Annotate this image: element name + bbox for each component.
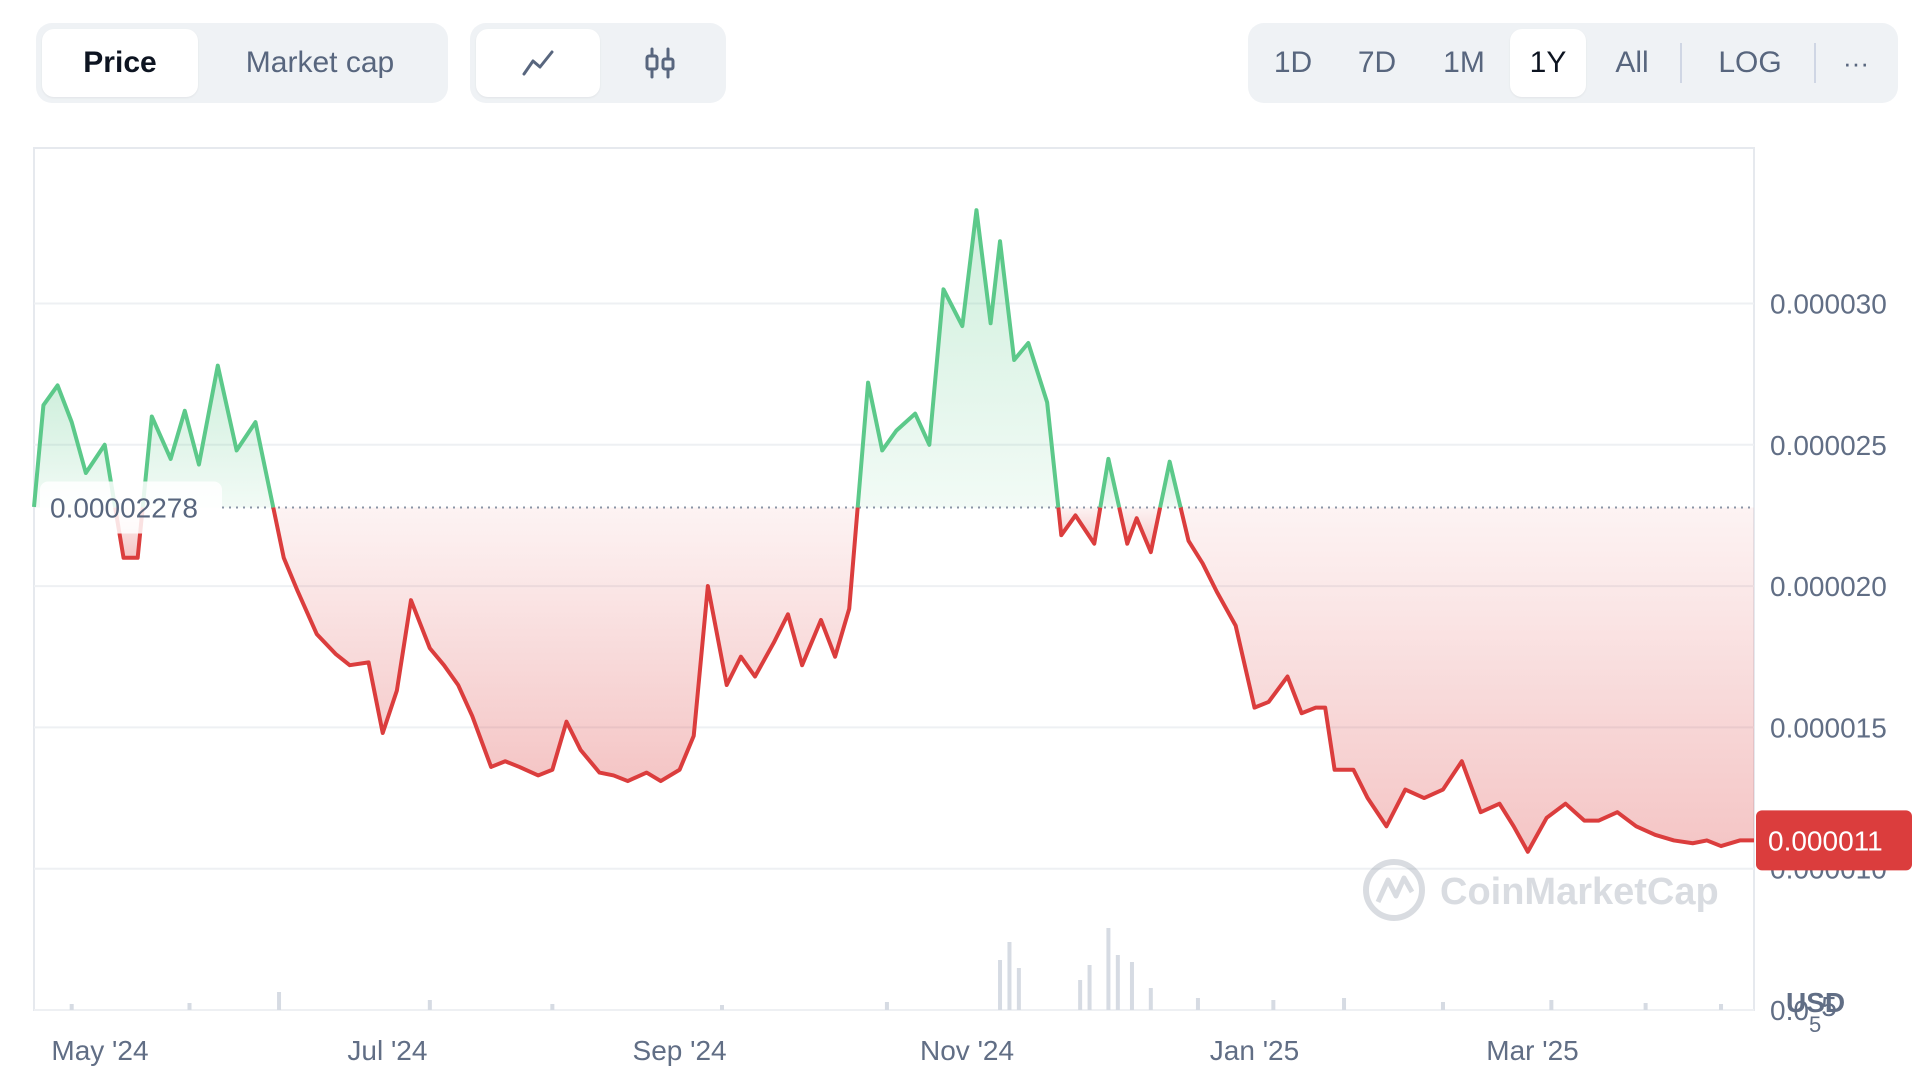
line-above-baseline (140, 363, 276, 508)
line-above-baseline (32, 383, 118, 508)
metric-toggle: Price Market cap (36, 23, 448, 103)
volume-bar (1087, 965, 1092, 1010)
volume-bar (1148, 988, 1153, 1010)
line-below-baseline (1117, 507, 1163, 555)
currency-unit-label: USD (1786, 987, 1845, 1018)
price-area (34, 210, 1754, 852)
line-below-baseline (271, 507, 860, 784)
volume-bar (277, 992, 282, 1010)
volume-bar (69, 1004, 74, 1010)
area-above-baseline (142, 365, 274, 508)
watermark: CoinMarketCap (1363, 859, 1719, 921)
area-below-baseline (1119, 507, 1161, 553)
volume-bar (1549, 1000, 1554, 1010)
volume-bar (720, 1005, 724, 1010)
tab-market-cap[interactable]: Market cap (245, 46, 395, 79)
x-tick-label: Sep '24 (633, 1035, 727, 1066)
coinmarketcap-logo-icon (1363, 859, 1425, 921)
line-below-baseline (1056, 507, 1103, 546)
volume-bar (1115, 955, 1120, 1010)
tab-price[interactable]: Price (42, 29, 198, 97)
volume-bar (1007, 942, 1012, 1010)
volume-bar (550, 1004, 555, 1010)
baseline-badge: 0.00002278 (40, 481, 222, 534)
volume-bar (1016, 968, 1021, 1010)
line-chart-button[interactable] (476, 29, 600, 97)
volume-bar (1643, 1003, 1648, 1010)
line-above-baseline (1098, 456, 1122, 508)
current-price-label: 0.000011 (1768, 825, 1883, 856)
x-tick-label: Jan '25 (1210, 1035, 1299, 1066)
candlestick-icon (645, 47, 675, 79)
volume-bar (1195, 998, 1200, 1010)
volume-bar (1078, 980, 1083, 1010)
area-above-baseline (857, 210, 1059, 508)
area-below-baseline (273, 507, 858, 782)
range-1m[interactable]: 1M (1443, 46, 1485, 79)
range-7d[interactable]: 7D (1357, 46, 1397, 79)
volume-bar (1342, 998, 1347, 1010)
volume-bar (1719, 1004, 1724, 1010)
baseline-label: 0.00002278 (50, 492, 198, 523)
log-scale-toggle[interactable]: LOG (1718, 46, 1782, 79)
candlestick-button[interactable] (600, 29, 720, 97)
chart-type-toggle (470, 23, 726, 103)
area-above-baseline (1160, 461, 1181, 508)
line-below-baseline (1178, 507, 1754, 854)
volume-bar (187, 1003, 192, 1010)
log-divider (1814, 43, 1816, 83)
area-above-baseline (34, 385, 116, 508)
x-axis: May '24 Jul '24 Sep '24 Nov '24 Jan '25 Mar '… (51, 1035, 1578, 1066)
y-tick-label: 0.000015 (1770, 712, 1887, 743)
price-line (32, 208, 1754, 854)
y-tick-label: 0.000025 (1770, 430, 1887, 461)
line-above-baseline (1158, 459, 1183, 508)
volume-bar (1440, 1002, 1445, 1010)
line-above-baseline (855, 208, 1061, 508)
volume-bar (427, 1000, 432, 1010)
volume-bar (1106, 928, 1111, 1010)
x-tick-label: May '24 (51, 1035, 148, 1066)
range-1y[interactable]: 1Y (1510, 29, 1586, 97)
x-tick-label: Nov '24 (920, 1035, 1014, 1066)
range-divider (1680, 43, 1682, 83)
current-price-badge: 0.000011 (1756, 810, 1912, 871)
range-all[interactable]: All (1615, 46, 1649, 79)
y-axis: 0.0000300.0000250.0000200.0000150.000010… (1770, 288, 1887, 1037)
volume-bar (1129, 962, 1134, 1010)
x-tick-label: Mar '25 (1486, 1035, 1579, 1066)
area-below-baseline (1180, 507, 1754, 852)
volume-bar (1271, 1000, 1276, 1010)
x-tick-label: Jul '24 (347, 1035, 427, 1066)
watermark-text: CoinMarketCap (1440, 871, 1719, 913)
more-options-button[interactable]: ··· (1843, 47, 1869, 78)
volume-bars (69, 928, 1724, 1010)
volume-bar (998, 960, 1003, 1010)
range-1d[interactable]: 1D (1273, 46, 1313, 79)
volume-bar (884, 1002, 889, 1010)
y-tick-label: 0.000030 (1770, 288, 1887, 319)
y-tick-label: 0.000020 (1770, 571, 1887, 602)
line-chart-icon (522, 50, 554, 76)
range-toggle: 1D 7D 1M 1Y All LOG ··· (1248, 23, 1898, 103)
